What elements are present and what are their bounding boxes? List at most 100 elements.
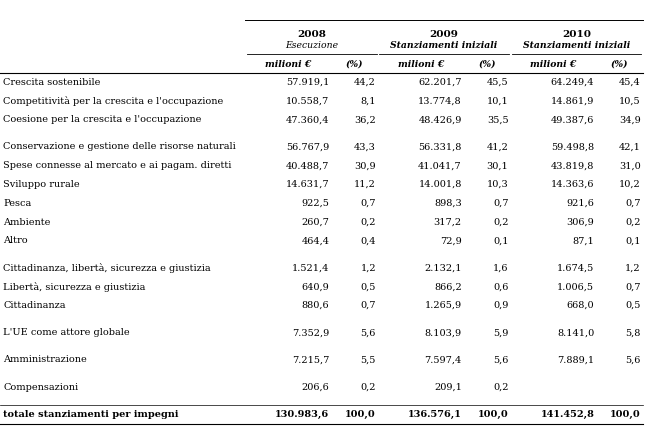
Text: 41.041,7: 41.041,7 (418, 161, 462, 170)
Text: 921,6: 921,6 (567, 199, 594, 208)
Text: 48.426,9: 48.426,9 (419, 115, 462, 124)
Text: 1.521,4: 1.521,4 (292, 263, 329, 272)
Text: 1,2: 1,2 (360, 263, 376, 272)
Text: 0,1: 0,1 (625, 236, 641, 245)
Text: 49.387,6: 49.387,6 (551, 115, 594, 124)
Text: Altro: Altro (3, 236, 28, 245)
Text: 306,9: 306,9 (567, 218, 594, 227)
Text: milioni €: milioni € (266, 60, 311, 68)
Text: 668,0: 668,0 (567, 301, 594, 310)
Text: 7.215,7: 7.215,7 (292, 355, 329, 364)
Text: 43.819,8: 43.819,8 (551, 161, 594, 170)
Text: 141.452,8: 141.452,8 (541, 410, 594, 419)
Text: 10,5: 10,5 (620, 96, 641, 106)
Text: 1.265,9: 1.265,9 (425, 301, 462, 310)
Text: Stanziamenti iniziali: Stanziamenti iniziali (523, 41, 630, 50)
Text: 30,1: 30,1 (486, 161, 508, 170)
Text: 0,1: 0,1 (493, 236, 508, 245)
Text: 0,7: 0,7 (360, 301, 376, 310)
Text: 880,6: 880,6 (302, 301, 329, 310)
Text: 42,1: 42,1 (619, 143, 641, 151)
Text: (%): (%) (610, 60, 629, 68)
Text: 1,2: 1,2 (625, 263, 641, 272)
Text: 5,8: 5,8 (625, 328, 641, 337)
Text: milioni €: milioni € (398, 60, 444, 68)
Text: Esecuzione: Esecuzione (285, 41, 339, 50)
Text: 10.558,7: 10.558,7 (286, 96, 329, 106)
Text: Amministrazione: Amministrazione (3, 355, 87, 364)
Text: 136.576,1: 136.576,1 (408, 410, 462, 419)
Text: 866,2: 866,2 (434, 282, 462, 291)
Text: 464,4: 464,4 (302, 236, 329, 245)
Text: 14.861,9: 14.861,9 (551, 96, 594, 106)
Text: 0,2: 0,2 (493, 218, 508, 227)
Text: 2.132,1: 2.132,1 (424, 263, 462, 272)
Text: 0,4: 0,4 (360, 236, 376, 245)
Text: 7.597,4: 7.597,4 (424, 355, 462, 364)
Text: 14.363,6: 14.363,6 (551, 180, 594, 189)
Text: Crescita sostenibile: Crescita sostenibile (3, 78, 101, 87)
Text: 87,1: 87,1 (572, 236, 594, 245)
Text: 10,2: 10,2 (619, 180, 641, 189)
Text: 209,1: 209,1 (434, 383, 462, 392)
Text: 0,7: 0,7 (360, 199, 376, 208)
Text: 0,7: 0,7 (625, 282, 641, 291)
Text: 0,9: 0,9 (493, 301, 508, 310)
Text: 45,5: 45,5 (487, 78, 508, 87)
Text: Ambiente: Ambiente (3, 218, 50, 227)
Text: Libertà, sicurezza e giustizia: Libertà, sicurezza e giustizia (3, 282, 145, 292)
Text: Conservazione e gestione delle risorse naturali: Conservazione e gestione delle risorse n… (3, 143, 236, 151)
Text: 1.674,5: 1.674,5 (557, 263, 594, 272)
Text: 0,2: 0,2 (360, 218, 376, 227)
Text: totale stanziamenti per impegni: totale stanziamenti per impegni (3, 410, 179, 419)
Text: 2009: 2009 (430, 31, 459, 39)
Text: 56.331,8: 56.331,8 (419, 143, 462, 151)
Text: 40.488,7: 40.488,7 (286, 161, 329, 170)
Text: 10,3: 10,3 (486, 180, 508, 189)
Text: 13.774,8: 13.774,8 (418, 96, 462, 106)
Text: 8,1: 8,1 (360, 96, 376, 106)
Text: 5,5: 5,5 (360, 355, 376, 364)
Text: Compensazioni: Compensazioni (3, 383, 78, 392)
Text: 5,6: 5,6 (625, 355, 641, 364)
Text: 206,6: 206,6 (302, 383, 329, 392)
Text: 0,5: 0,5 (625, 301, 641, 310)
Text: 5,6: 5,6 (493, 355, 508, 364)
Text: milioni €: milioni € (530, 60, 576, 68)
Text: 1.006,5: 1.006,5 (557, 282, 594, 291)
Text: 64.249,4: 64.249,4 (551, 78, 594, 87)
Text: 56.767,9: 56.767,9 (286, 143, 329, 151)
Text: 11,2: 11,2 (354, 180, 376, 189)
Text: 2010: 2010 (562, 31, 591, 39)
Text: Stanziamenti iniziali: Stanziamenti iniziali (390, 41, 498, 50)
Text: Competitività per la crescita e l'occupazione: Competitività per la crescita e l'occupa… (3, 96, 224, 106)
Text: 640,9: 640,9 (302, 282, 329, 291)
Text: 5,9: 5,9 (493, 328, 508, 337)
Text: (%): (%) (478, 60, 496, 68)
Text: 0,5: 0,5 (360, 282, 376, 291)
Text: 100,0: 100,0 (477, 410, 508, 419)
Text: Cittadinanza, libertà, sicurezza e giustizia: Cittadinanza, libertà, sicurezza e giust… (3, 263, 211, 273)
Text: Sviluppo rurale: Sviluppo rurale (3, 180, 80, 189)
Text: (%): (%) (346, 60, 364, 68)
Text: 14.001,8: 14.001,8 (419, 180, 462, 189)
Text: 41,2: 41,2 (486, 143, 508, 151)
Text: 0,6: 0,6 (493, 282, 508, 291)
Text: 47.360,4: 47.360,4 (286, 115, 329, 124)
Text: Pesca: Pesca (3, 199, 32, 208)
Text: 45,4: 45,4 (619, 78, 641, 87)
Text: 0,2: 0,2 (360, 383, 376, 392)
Text: 260,7: 260,7 (302, 218, 329, 227)
Text: 130.983,6: 130.983,6 (275, 410, 329, 419)
Text: 8.141,0: 8.141,0 (557, 328, 594, 337)
Text: L'UE come attore globale: L'UE come attore globale (3, 328, 130, 337)
Text: 7.352,9: 7.352,9 (292, 328, 329, 337)
Text: 59.498,8: 59.498,8 (551, 143, 594, 151)
Text: 31,0: 31,0 (619, 161, 641, 170)
Text: 1,6: 1,6 (493, 263, 508, 272)
Text: 0,2: 0,2 (625, 218, 641, 227)
Text: 922,5: 922,5 (302, 199, 329, 208)
Text: 72,9: 72,9 (440, 236, 462, 245)
Text: 0,7: 0,7 (493, 199, 508, 208)
Text: 10,1: 10,1 (486, 96, 508, 106)
